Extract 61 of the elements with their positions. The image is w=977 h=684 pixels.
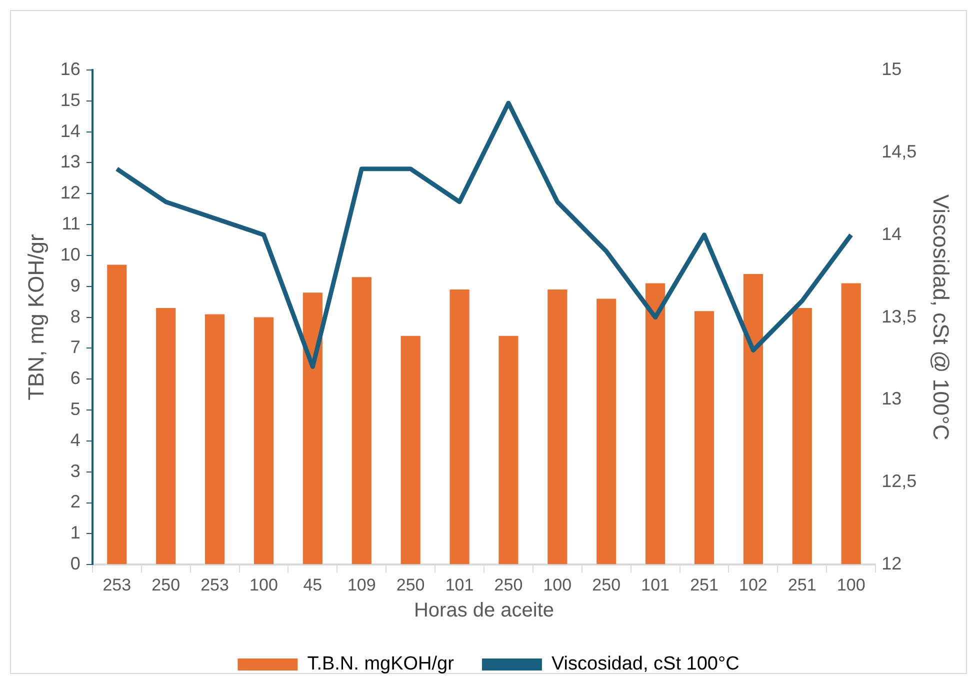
bar [156, 308, 176, 564]
bar [694, 311, 714, 564]
bar [107, 264, 127, 564]
bar [841, 283, 861, 564]
x-tick-label: 100 [543, 575, 572, 594]
x-tick-label: 250 [592, 575, 621, 594]
y-tick-label: 9 [70, 275, 80, 296]
y-tick-label: 3 [70, 460, 80, 481]
x-tick-label: 251 [788, 575, 816, 594]
x-tick-label: 109 [347, 575, 376, 594]
y2-tick-label: 13,5 [882, 306, 917, 326]
x-tick-label: 101 [445, 575, 474, 594]
bar [646, 283, 666, 564]
x-tick-label: 100 [250, 575, 278, 594]
y2-tick-label: 14,5 [882, 141, 917, 162]
y-tick-label: 10 [60, 244, 80, 264]
y-tick-label: 5 [70, 399, 80, 420]
y-tick-label: 15 [60, 90, 80, 110]
bar [205, 314, 225, 564]
legend-label: T.B.N. mgKOH/gr [307, 654, 455, 675]
x-tick-label: 45 [303, 575, 322, 594]
x-tick-label: 250 [494, 575, 523, 594]
x-tick-label: 253 [200, 575, 229, 594]
y-tick-label: 4 [70, 430, 80, 450]
legend-label: Viscosidad, cSt 100°C [551, 654, 740, 675]
y-tick-label: 0 [70, 554, 80, 574]
bar [498, 336, 518, 564]
bar [596, 298, 616, 564]
y2-tick-label: 15 [882, 58, 902, 79]
y-tick-label: 6 [70, 368, 80, 388]
y-tick-label: 7 [70, 337, 80, 358]
bar [302, 292, 322, 564]
bar [792, 308, 812, 564]
bar [743, 274, 763, 564]
x-tick-label: 101 [641, 575, 670, 594]
x-tick-label: 251 [690, 575, 718, 594]
bar [400, 336, 420, 564]
y-tick-label: 16 [60, 58, 80, 79]
bar [352, 277, 372, 564]
y2-tick-label: 14 [882, 224, 902, 244]
y2-tick-label: 12 [882, 554, 902, 574]
y-tick-label: 11 [62, 214, 80, 234]
x-tick-label: 100 [836, 575, 866, 594]
y-tick-label: 8 [70, 306, 80, 326]
y2-tick-label: 13 [882, 388, 902, 409]
y-tick-label: 1 [70, 522, 80, 543]
y-tick-label: 12 [60, 182, 80, 203]
x-tick-label: 250 [396, 575, 425, 594]
y-tick-label: 14 [60, 120, 80, 141]
bar [450, 289, 470, 564]
y-tick-label: 13 [60, 152, 80, 172]
x-tick-label: 253 [102, 575, 132, 594]
x-tick-label: 102 [739, 575, 768, 594]
x-axis-title: Horas de aceite [414, 600, 554, 622]
y-axis-title: TBN, mg KOH/gr [23, 234, 48, 400]
bar [254, 317, 274, 564]
bar [548, 289, 568, 564]
y-tick-label: 2 [70, 492, 80, 512]
y2-axis-title: Viscosidad, cSt @ 100°C [928, 194, 954, 440]
x-tick-label: 250 [152, 575, 180, 594]
y2-tick-label: 12,5 [882, 471, 917, 492]
